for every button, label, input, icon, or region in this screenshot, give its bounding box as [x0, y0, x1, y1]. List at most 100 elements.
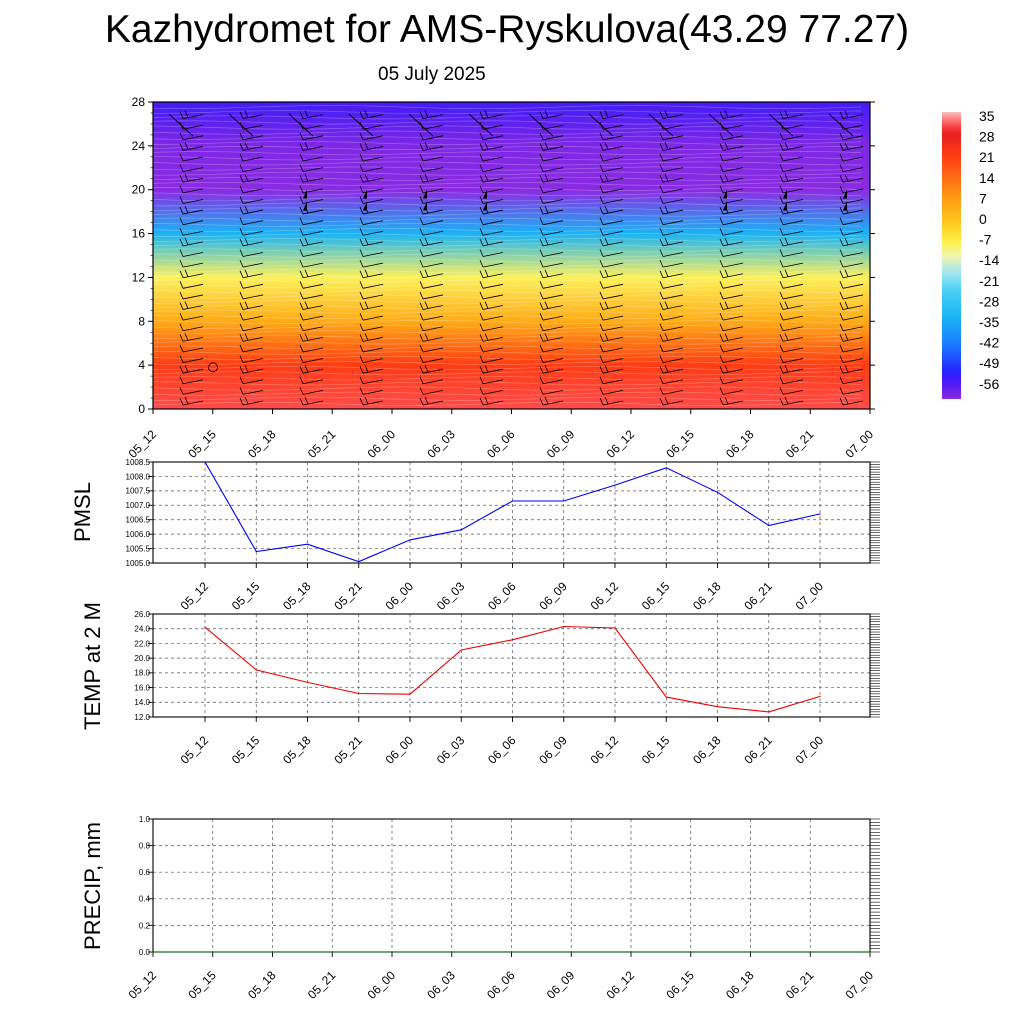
wind-barb — [839, 142, 864, 151]
wind-barb — [659, 249, 684, 257]
wind-barb — [779, 323, 804, 332]
data-point — [358, 560, 360, 563]
wind-barb — [419, 355, 444, 363]
wind-barb — [599, 259, 624, 268]
y-tick-label: 0.4 — [139, 895, 151, 904]
wind-barb — [359, 365, 384, 374]
wind-barb — [839, 132, 864, 141]
data-point — [809, 951, 811, 953]
data-point — [665, 467, 667, 469]
y-tick-label: 0.6 — [139, 868, 151, 877]
wind-barb — [479, 217, 504, 226]
data-point — [331, 951, 333, 953]
wind-barb — [179, 174, 204, 183]
wind-barb — [839, 323, 864, 332]
wind-barb — [599, 387, 624, 395]
x-tick-label: 06_21 — [783, 427, 817, 461]
wind-barb — [599, 142, 624, 151]
wind-barb — [599, 333, 624, 342]
x-tick-label: 06_06 — [484, 427, 518, 461]
colorbar-label: -49 — [979, 355, 999, 371]
wind-barb — [479, 291, 504, 300]
wind-barb — [479, 333, 504, 342]
isotherm-contour — [153, 284, 862, 289]
wind-barb — [299, 396, 324, 406]
x-tick-label: 06_00 — [383, 579, 417, 613]
wind-barb — [779, 153, 804, 162]
y-tick-label: 8 — [138, 314, 145, 328]
isotherm-contour — [152, 320, 862, 324]
wind-barb — [479, 249, 504, 257]
data-point — [204, 626, 206, 628]
wind-barb — [779, 355, 804, 363]
y-tick-label: 24 — [132, 139, 146, 153]
wind-barb — [299, 228, 324, 236]
wind-barb — [479, 281, 504, 289]
wind-pennant — [303, 189, 307, 199]
y-tick-label: 18.0 — [134, 669, 150, 678]
wind-barb — [239, 196, 264, 204]
x-tick-label: 06_00 — [383, 733, 417, 767]
wind-barb — [719, 312, 744, 321]
x-tick-label: 06_18 — [690, 579, 724, 613]
isotherm-contour — [152, 355, 862, 360]
isotherm-contour — [152, 294, 862, 299]
wind-barb — [539, 355, 564, 363]
x-tick-label: 06_09 — [536, 579, 570, 613]
wind-barb — [239, 291, 264, 300]
wind-barb — [359, 333, 384, 342]
wind-barb — [539, 333, 564, 342]
y-tick-label: 1005.0 — [126, 559, 151, 568]
wind-barb — [419, 164, 444, 173]
wind-pennant — [783, 189, 787, 199]
wind-barb — [539, 396, 564, 406]
wind-barb — [599, 355, 624, 363]
wind-barb — [359, 387, 384, 395]
wind-barb — [779, 365, 804, 374]
wind-barb — [419, 153, 444, 162]
wind-barb — [359, 142, 384, 151]
isotherm-contour — [152, 105, 862, 110]
wind-barb — [239, 142, 264, 151]
wind-barb — [719, 281, 744, 289]
wind-barb — [179, 365, 204, 374]
x-tick-label: 05_12 — [178, 733, 212, 767]
isotherm-contour — [152, 391, 862, 396]
wind-barb — [479, 153, 504, 162]
wind-barb — [479, 110, 504, 119]
wind-barb — [839, 355, 864, 363]
wind-barb — [239, 205, 264, 215]
wind-barb — [419, 249, 444, 257]
data-point — [271, 951, 274, 953]
wind-barb — [719, 174, 744, 183]
y-tick-label: 0.0 — [139, 948, 151, 957]
wind-pennant — [843, 189, 847, 199]
isotherm-contour — [152, 401, 862, 406]
wind-barb — [599, 153, 624, 162]
wind-barb — [539, 237, 564, 247]
wind-barb — [719, 228, 744, 236]
colorbar-label: -28 — [979, 293, 999, 309]
wind-barb — [179, 396, 204, 406]
x-tick-label: 06_15 — [663, 968, 697, 1002]
wind-barb — [179, 132, 204, 141]
x-tick-label: 06_18 — [723, 427, 757, 461]
wind-barb — [179, 237, 204, 247]
wind-barb — [299, 301, 324, 310]
wind-barb — [839, 281, 864, 289]
x-tick-label: 06_03 — [424, 427, 458, 461]
wind-barb — [528, 113, 554, 137]
wind-barb — [719, 132, 744, 141]
wind-barb — [419, 365, 444, 374]
wind-barb — [299, 217, 324, 226]
wind-barb — [479, 164, 504, 173]
data-point — [563, 500, 565, 502]
wind-barb — [599, 291, 624, 300]
wind-barb — [599, 312, 624, 321]
x-tick-label: 06_12 — [604, 427, 638, 461]
wind-barb — [539, 228, 564, 236]
y-tick-label: 1008.0 — [126, 472, 151, 481]
wind-barb — [239, 110, 264, 119]
wind-barb — [599, 164, 624, 173]
